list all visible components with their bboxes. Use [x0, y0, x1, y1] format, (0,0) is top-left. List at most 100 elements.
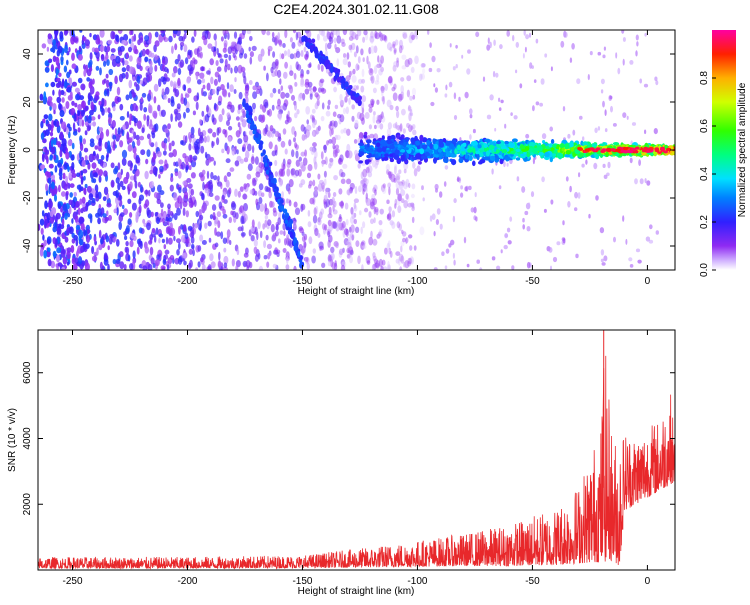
- spectrogram-noise-dot: [360, 85, 365, 93]
- spectrogram-noise-dot: [395, 121, 398, 130]
- spectrogram-signal-dot: [447, 147, 451, 152]
- spectrogram-noise-dot: [106, 79, 110, 88]
- spectrogram-noise-dot: [387, 240, 391, 248]
- spectrogram-noise-dot: [88, 125, 91, 131]
- spectrogram-noise-dot: [187, 225, 193, 231]
- spectrogram-noise-dot: [227, 46, 232, 55]
- spectrogram-noise-dot: [210, 76, 214, 85]
- spectrogram-noise-dot: [80, 176, 84, 185]
- spectrogram-noise-dot: [469, 134, 472, 140]
- spectrogram-noise-dot: [411, 205, 415, 212]
- spectrogram-noise-dot: [388, 172, 392, 181]
- spectrogram-noise-dot: [216, 47, 219, 56]
- spectrogram-noise-dot: [303, 126, 307, 135]
- spectrogram-noise-dot: [40, 120, 44, 129]
- spectrogram-noise-dot: [172, 30, 178, 35]
- spectrogram-noise-dot: [148, 103, 151, 112]
- spectrogram-noise-dot: [397, 205, 402, 214]
- spectrogram-signal-dot: [458, 157, 464, 164]
- spectrogram-streak-dot: [248, 114, 253, 119]
- spectrogram-noise-dot: [250, 156, 255, 165]
- snr-x-tick-label: -200: [177, 576, 197, 587]
- spectrogram-noise-dot: [275, 249, 281, 255]
- spectrogram-noise-dot: [491, 168, 494, 175]
- spectrogram-noise-dot: [331, 136, 337, 145]
- spectrogram-noise-dot: [370, 98, 375, 106]
- spectrogram-noise-dot: [384, 247, 388, 255]
- spectrogram-noise-dot: [222, 47, 227, 53]
- spectrogram-noise-dot: [277, 98, 281, 107]
- spectrogram-noise-dot: [211, 140, 214, 149]
- spectrogram-noise-dot: [460, 192, 464, 198]
- spectrogram-noise-dot: [159, 165, 164, 173]
- spectrogram-noise-dot: [247, 143, 252, 152]
- spectrogram-noise-dot: [187, 49, 192, 56]
- spectrogram-noise-dot: [274, 59, 279, 66]
- spectrogram-noise-dot: [170, 96, 175, 104]
- spectrogram-noise-dot: [87, 99, 91, 106]
- spectrogram-noise-dot: [373, 111, 376, 116]
- spectrogram-noise-dot: [68, 226, 74, 235]
- spectrogram-noise-dot: [75, 224, 81, 231]
- spectrogram-noise-dot: [368, 47, 372, 55]
- spectrogram-noise-dot: [293, 72, 297, 80]
- spectrogram-noise-dot: [321, 262, 326, 268]
- spectrogram-noise-dot: [258, 265, 264, 270]
- spectrogram-noise-dot: [154, 171, 158, 177]
- spectrogram-noise-dot: [174, 171, 179, 177]
- spectrogram-noise-dot: [133, 33, 137, 42]
- spectrogram-noise-dot: [543, 208, 547, 213]
- spectrogram-noise-dot: [588, 213, 591, 219]
- spectrogram-noise-dot: [294, 81, 298, 87]
- spectrogram-noise-dot: [396, 57, 399, 63]
- spectrogram-signal-dot: [393, 141, 398, 146]
- spectrogram-noise-dot: [528, 202, 531, 209]
- spectrogram-noise-dot: [333, 37, 337, 44]
- spectrogram-noise-dot: [176, 207, 181, 216]
- spectrogram-noise-dot: [389, 104, 394, 111]
- spectrogram-noise-dot: [81, 196, 86, 204]
- spectrogram-noise-dot: [435, 219, 439, 225]
- spectrogram-noise-dot: [108, 214, 112, 221]
- spectrogram-noise-dot: [251, 219, 255, 228]
- spectrogram-noise-dot: [49, 156, 53, 161]
- spectrogram-noise-dot: [183, 84, 187, 92]
- spectrogram-noise-dot: [256, 231, 259, 241]
- spectrogram-noise-dot: [221, 108, 225, 116]
- spectrogram-noise-dot: [92, 150, 96, 157]
- spectrogram-noise-dot: [386, 266, 391, 270]
- spectrogram-signal-dot: [496, 140, 501, 145]
- spectrogram-noise-dot: [69, 77, 73, 87]
- spectrogram-noise-dot: [340, 172, 346, 178]
- spectrogram-noise-dot: [102, 213, 107, 218]
- spectrogram-noise-dot: [353, 85, 358, 91]
- spectrogram-noise-dot: [466, 263, 470, 268]
- spectrogram-noise-dot: [435, 188, 438, 193]
- spectrogram-noise-dot: [272, 263, 277, 269]
- spectrogram-noise-dot: [41, 210, 45, 217]
- spectrogram-noise-dot: [87, 228, 90, 235]
- spectrogram-noise-dot: [153, 96, 157, 104]
- spectrogram-noise-dot: [221, 148, 225, 154]
- spectrogram-noise-dot: [504, 123, 507, 129]
- spectrogram-noise-dot: [71, 142, 75, 150]
- spectrogram-noise-dot: [335, 47, 341, 54]
- spectrogram-noise-dot: [163, 94, 168, 100]
- spectrogram-noise-dot: [162, 217, 165, 224]
- spectrogram-noise-dot: [66, 250, 71, 260]
- spectrogram-noise-dot: [212, 131, 217, 138]
- spectrogram-signal-dot: [472, 147, 476, 154]
- spectrogram-noise-dot: [66, 227, 70, 236]
- spectrogram-noise-dot: [199, 214, 204, 220]
- spectrogram-noise-dot: [83, 229, 86, 237]
- spectrogram-noise-dot: [351, 234, 355, 241]
- spectrogram-noise-dot: [246, 265, 250, 270]
- spectrogram-streak-dot: [297, 250, 301, 258]
- spectrogram-noise-dot: [267, 131, 273, 138]
- spectrogram-noise-dot: [156, 216, 160, 225]
- spectrogram-noise-dot: [178, 35, 184, 42]
- spectrogram-noise-dot: [149, 234, 154, 241]
- colorbar: 0.00.20.40.60.8 Normalized spectral ampl…: [699, 30, 748, 277]
- spectrogram-noise-dot: [550, 199, 554, 205]
